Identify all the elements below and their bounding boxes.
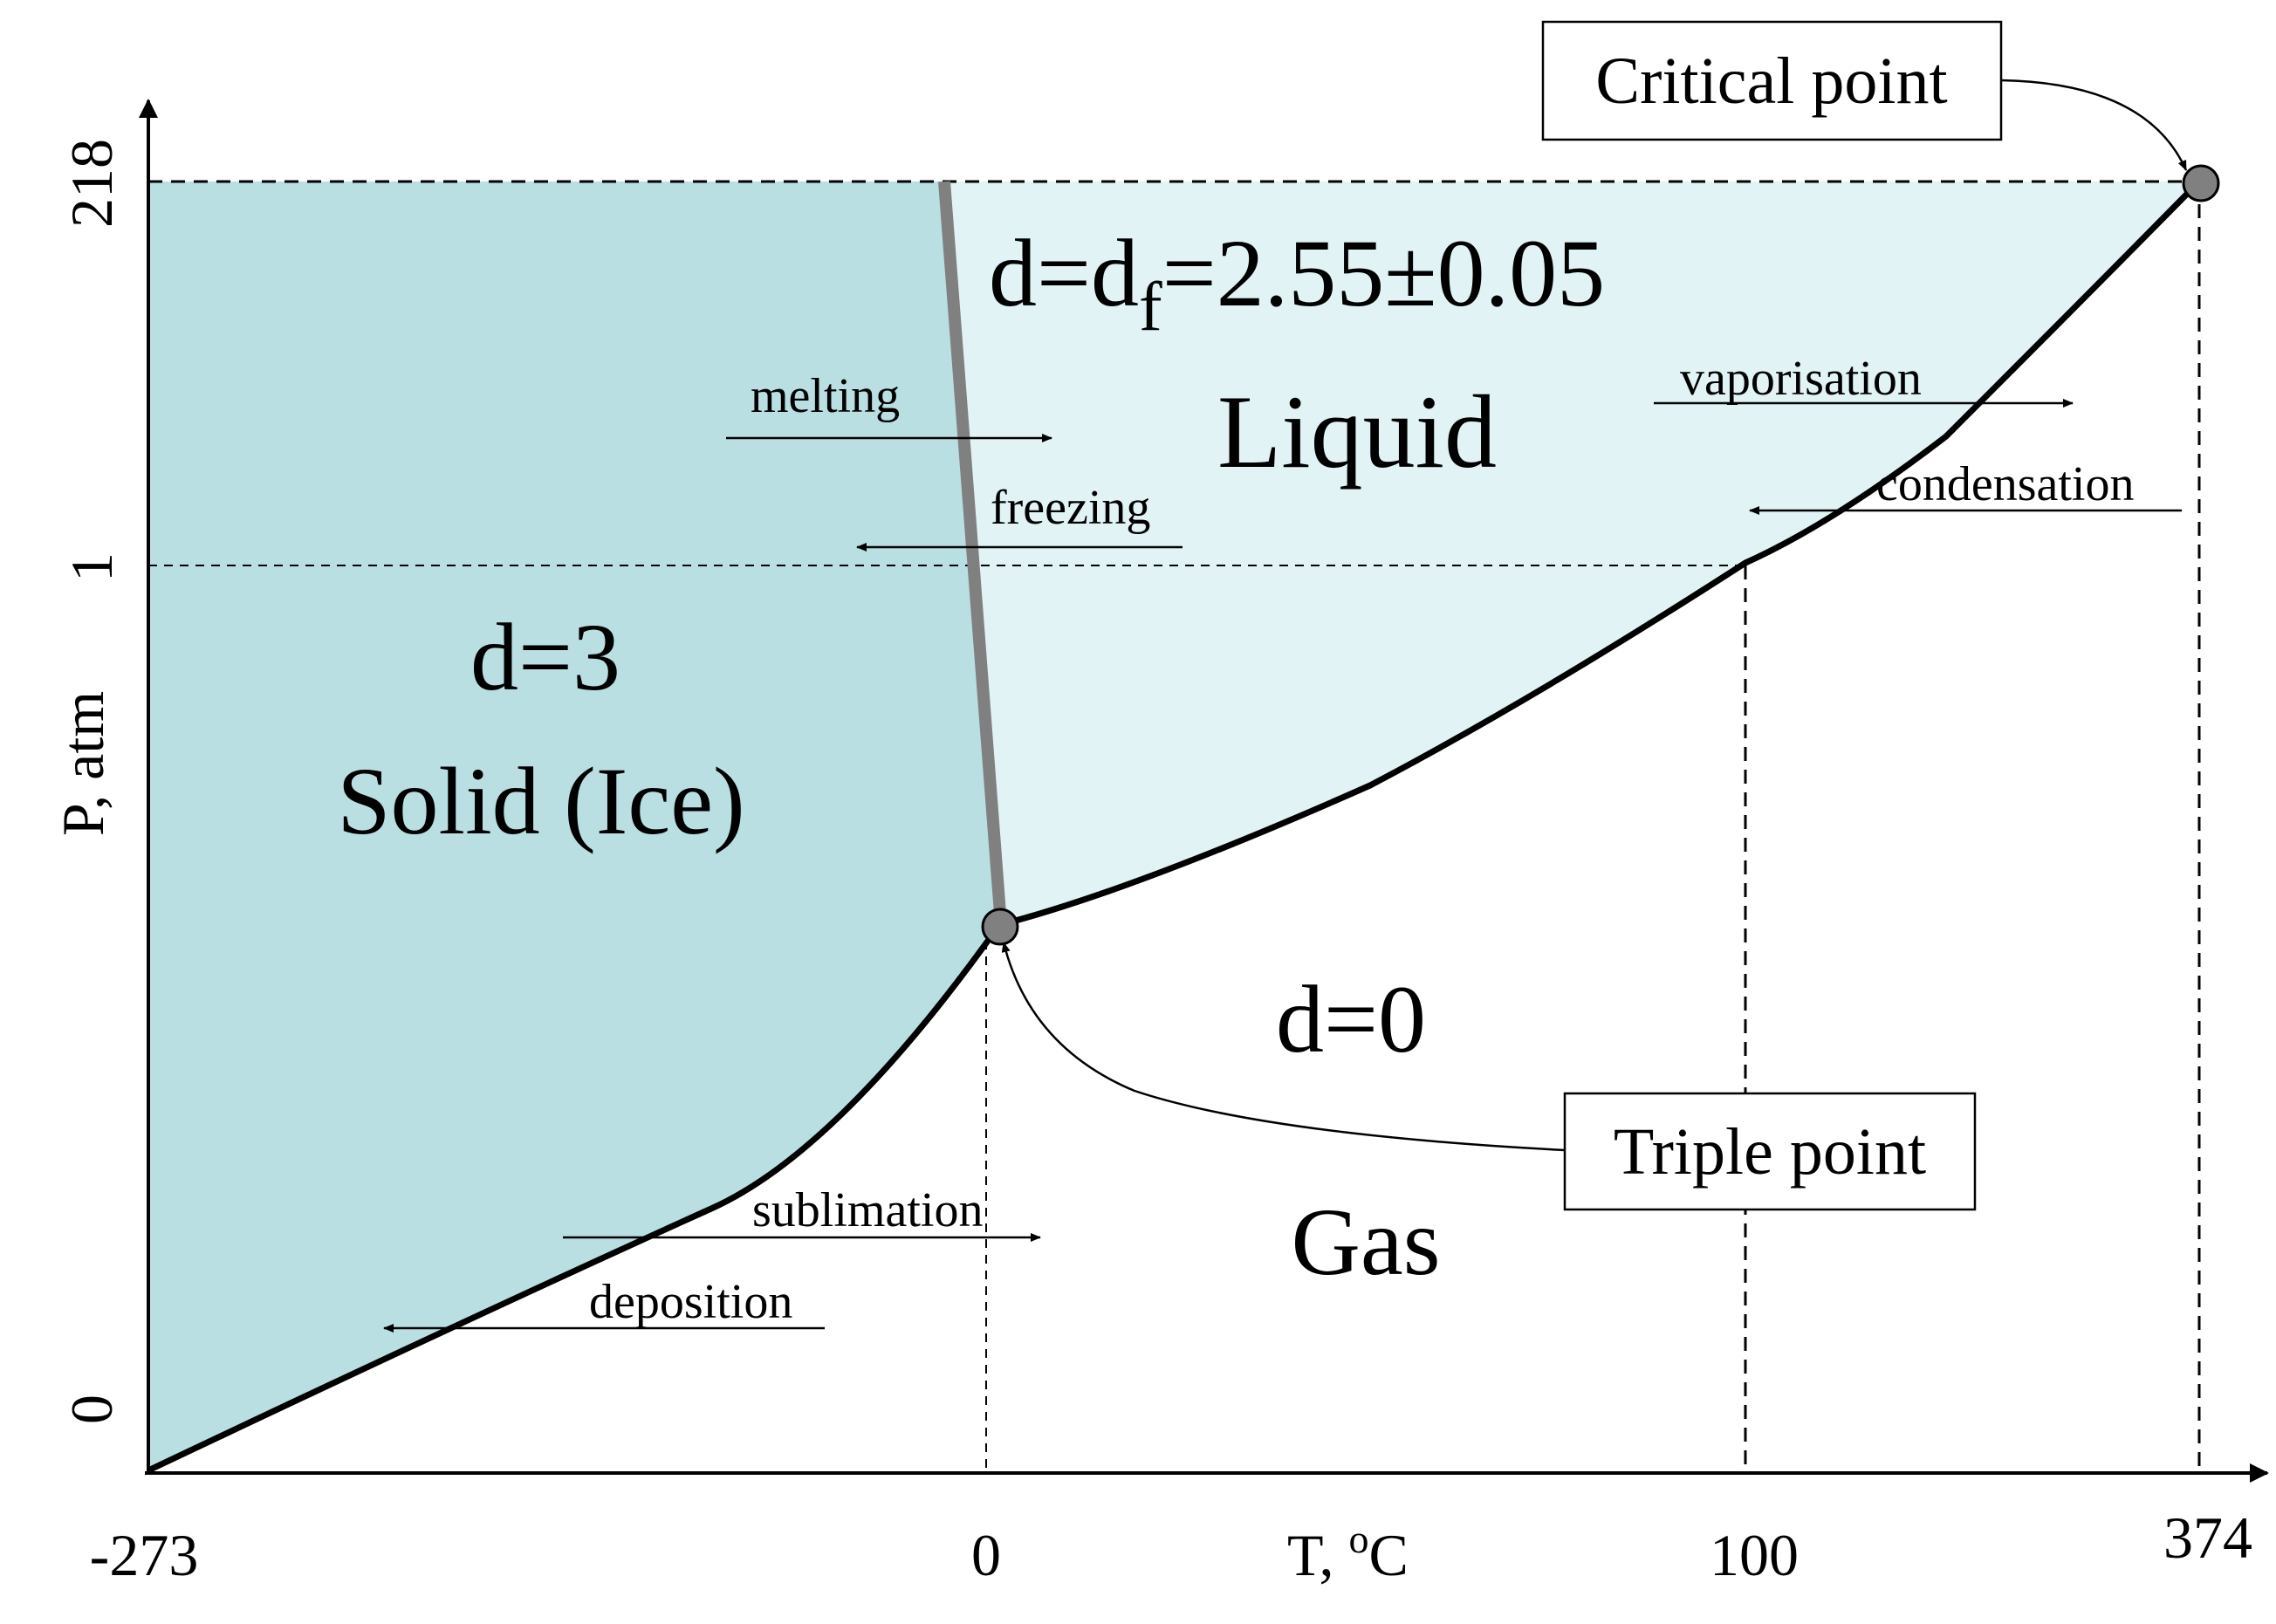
triple-point-box [1563,1092,1977,1211]
condensation-label: condensation [1876,457,2134,511]
x-tick-100: 100 [1710,1522,1799,1588]
melting-label: melting [751,369,900,423]
critical-point-marker [2182,164,2220,202]
critical-point-pointer [2000,79,2188,171]
triple-point-label: Triple point [1614,1115,1926,1189]
critical-point-box [1541,20,2003,141]
vaporisation-curve [998,179,2202,928]
freezing-label: freezing [991,481,1150,535]
sublimation-label: sublimation [752,1183,983,1237]
solid-dimension-label: d=3 [470,604,620,710]
triple-point-pointer [1001,942,1566,1152]
y-tick-1: 1 [58,552,125,582]
solid-region [148,182,999,1470]
vaporisation-label: vaporisation [1680,352,1922,406]
y-axis-label: P, atm [50,691,116,836]
triple-point-marker [981,908,1019,946]
liquid-dimension-label: d=df=2.55±0.05 [989,220,1605,346]
gas-dimension-label: d=0 [1276,966,1426,1072]
x-tick-0: 0 [971,1522,1001,1588]
deposition-label: deposition [589,1275,792,1329]
solid-region-label: Solid (Ice) [337,748,744,854]
y-tick-218: 218 [58,139,125,228]
critical-point-label: Critical point [1595,45,1947,118]
gas-region-label: Gas [1291,1189,1440,1295]
x-tick-374: 374 [2163,1504,2252,1571]
liquid-region [943,182,2199,925]
liquid-region-label: Liquid [1217,373,1497,490]
melting-curve [938,181,1007,926]
sublimation-curve [147,922,1002,1474]
y-tick-0: 0 [58,1394,125,1424]
x-axis-label: T, oC [1287,1517,1409,1588]
x-tick-minus273: -273 [90,1522,199,1588]
